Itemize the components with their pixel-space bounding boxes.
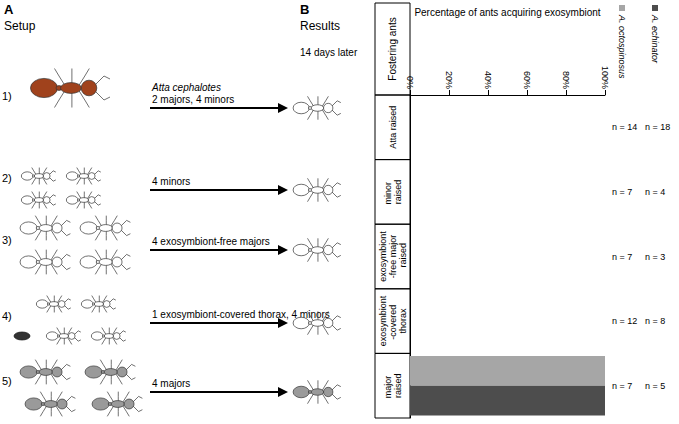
svg-text:n = 7: n = 7: [612, 187, 632, 197]
svg-text:20%: 20%: [444, 71, 454, 89]
svg-text:raised: raised: [393, 180, 403, 205]
svg-text:B: B: [300, 2, 309, 17]
svg-text:n = 7: n = 7: [612, 381, 632, 391]
svg-text:Atta cephalotes: Atta cephalotes: [151, 82, 221, 93]
svg-text:4): 4): [2, 310, 12, 322]
svg-text:major: major: [383, 373, 393, 398]
svg-text:4 majors: 4 majors: [152, 378, 190, 389]
svg-text:n = 18: n = 18: [645, 122, 670, 132]
svg-text:n = 7: n = 7: [612, 252, 632, 262]
svg-text:n = 12: n = 12: [612, 316, 637, 326]
svg-text:2): 2): [2, 172, 12, 184]
svg-text:Setup: Setup: [4, 19, 36, 33]
svg-text:1): 1): [2, 90, 12, 102]
svg-text:raised: raised: [393, 373, 403, 398]
svg-text:-covered: -covered: [388, 302, 398, 340]
svg-text:n = 3: n = 3: [645, 252, 665, 262]
svg-text:n = 14: n = 14: [612, 122, 637, 132]
svg-text:A. octospinosus: A. octospinosus: [617, 14, 627, 79]
svg-text:60%: 60%: [522, 71, 532, 89]
svg-text:5): 5): [2, 375, 12, 387]
svg-text:minor: minor: [383, 179, 393, 204]
svg-text:exosymbiont: exosymbiont: [378, 231, 388, 282]
svg-text:14 days later: 14 days later: [300, 47, 358, 58]
svg-text:100%: 100%: [600, 66, 610, 89]
svg-text:80%: 80%: [561, 71, 571, 89]
svg-text:4 exosymbiont-free majors: 4 exosymbiont-free majors: [152, 236, 270, 247]
svg-text:0%: 0%: [405, 76, 415, 89]
svg-text:A. echinator: A. echinator: [650, 14, 660, 64]
svg-text:40%: 40%: [483, 71, 493, 89]
svg-text:1 exosymbiont-covered thorax,: 1 exosymbiont-covered thorax, 4 minors: [152, 309, 330, 320]
svg-text:Fostering ants: Fostering ants: [387, 17, 398, 80]
svg-text:thorax: thorax: [398, 308, 408, 334]
svg-text:3): 3): [2, 234, 12, 246]
svg-text:n = 4: n = 4: [645, 187, 665, 197]
svg-text:n = 8: n = 8: [645, 316, 665, 326]
svg-text:exosymbiont: exosymbiont: [378, 295, 388, 346]
svg-text:Atta raised: Atta raised: [388, 106, 398, 149]
svg-text:2 majors, 4 minors: 2 majors, 4 minors: [152, 94, 234, 105]
svg-text:-free major: -free major: [388, 235, 398, 279]
svg-text:Percentage of ants acquiring e: Percentage of ants acquiring exosymbiont: [414, 7, 600, 18]
svg-text:4 minors: 4 minors: [152, 176, 190, 187]
svg-text:Results: Results: [300, 19, 340, 33]
svg-text:raised: raised: [398, 243, 408, 270]
svg-text:A: A: [4, 2, 14, 17]
svg-text:n = 5: n = 5: [645, 381, 665, 391]
